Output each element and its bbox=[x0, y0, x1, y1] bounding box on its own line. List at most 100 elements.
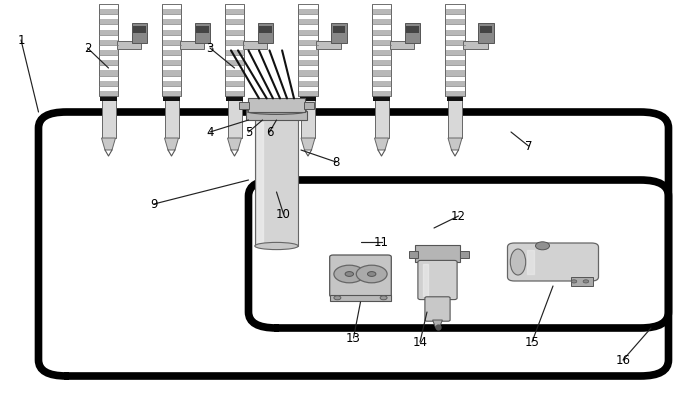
Bar bbox=[445, 9, 465, 14]
FancyBboxPatch shape bbox=[508, 243, 598, 281]
FancyBboxPatch shape bbox=[330, 255, 391, 297]
Bar bbox=[298, 9, 318, 14]
Bar bbox=[330, 295, 391, 301]
Bar bbox=[180, 41, 204, 49]
Polygon shape bbox=[164, 138, 178, 150]
Bar bbox=[298, 30, 318, 35]
Text: 14: 14 bbox=[412, 336, 428, 348]
Bar bbox=[332, 26, 345, 33]
Circle shape bbox=[571, 280, 577, 283]
Polygon shape bbox=[374, 138, 388, 150]
Bar bbox=[99, 50, 118, 55]
Bar bbox=[374, 96, 388, 138]
Bar bbox=[480, 26, 492, 33]
Bar bbox=[99, 40, 118, 45]
Bar bbox=[406, 26, 419, 33]
Text: 1: 1 bbox=[18, 34, 24, 46]
Circle shape bbox=[380, 296, 387, 300]
Bar bbox=[372, 19, 391, 24]
Bar bbox=[298, 70, 318, 76]
Bar bbox=[225, 40, 244, 45]
Bar bbox=[298, 4, 318, 96]
Circle shape bbox=[356, 265, 387, 283]
Circle shape bbox=[345, 272, 354, 276]
Bar bbox=[304, 102, 314, 109]
Bar bbox=[445, 91, 465, 96]
Bar bbox=[162, 70, 181, 76]
Bar bbox=[372, 50, 391, 55]
Bar bbox=[445, 50, 465, 55]
Bar bbox=[99, 9, 118, 14]
Bar bbox=[133, 26, 146, 33]
Bar bbox=[331, 22, 346, 42]
Text: 2: 2 bbox=[84, 42, 91, 54]
Polygon shape bbox=[433, 320, 442, 327]
Bar bbox=[445, 60, 465, 65]
Circle shape bbox=[368, 272, 376, 276]
Bar bbox=[405, 22, 420, 42]
Bar bbox=[447, 96, 463, 101]
Bar bbox=[246, 111, 307, 120]
Bar bbox=[117, 41, 141, 49]
Bar bbox=[162, 19, 181, 24]
Polygon shape bbox=[448, 138, 462, 150]
Bar bbox=[372, 30, 391, 35]
Bar bbox=[445, 40, 465, 45]
Bar bbox=[132, 22, 147, 42]
Bar bbox=[316, 41, 341, 49]
Bar bbox=[373, 96, 390, 101]
Bar bbox=[298, 40, 318, 45]
Text: 8: 8 bbox=[332, 156, 340, 168]
Bar bbox=[195, 22, 210, 42]
Bar bbox=[414, 245, 461, 262]
Bar bbox=[162, 81, 181, 86]
Text: 9: 9 bbox=[150, 198, 158, 210]
Bar bbox=[445, 19, 465, 24]
Bar bbox=[258, 22, 273, 42]
Bar bbox=[102, 96, 116, 138]
Ellipse shape bbox=[246, 108, 307, 114]
Bar bbox=[162, 30, 181, 35]
Text: 6: 6 bbox=[266, 126, 273, 138]
Bar bbox=[409, 250, 418, 258]
Bar bbox=[225, 60, 244, 65]
Bar bbox=[99, 81, 118, 86]
Bar bbox=[239, 102, 249, 109]
Ellipse shape bbox=[255, 242, 298, 250]
Bar bbox=[99, 60, 118, 65]
Bar bbox=[372, 40, 391, 45]
Text: 4: 4 bbox=[206, 126, 214, 138]
Bar bbox=[196, 26, 209, 33]
Text: 13: 13 bbox=[346, 332, 361, 344]
Bar bbox=[298, 91, 318, 96]
Polygon shape bbox=[301, 138, 315, 150]
Bar bbox=[225, 19, 244, 24]
Circle shape bbox=[536, 242, 550, 250]
Circle shape bbox=[334, 296, 341, 300]
Bar bbox=[162, 4, 181, 96]
Bar bbox=[298, 50, 318, 55]
Bar bbox=[300, 96, 316, 101]
Bar bbox=[162, 9, 181, 14]
Bar bbox=[162, 40, 181, 45]
Bar bbox=[225, 70, 244, 76]
Bar bbox=[448, 96, 462, 138]
Text: 3: 3 bbox=[206, 42, 214, 54]
Text: 7: 7 bbox=[525, 140, 532, 152]
Bar bbox=[445, 70, 465, 76]
Bar bbox=[463, 41, 488, 49]
Bar bbox=[228, 96, 241, 138]
Bar bbox=[298, 19, 318, 24]
Bar bbox=[461, 250, 469, 258]
Bar bbox=[372, 70, 391, 76]
Text: 15: 15 bbox=[524, 336, 540, 348]
Bar bbox=[226, 96, 243, 101]
Bar bbox=[243, 41, 267, 49]
Bar bbox=[162, 60, 181, 65]
Bar bbox=[570, 277, 593, 286]
Bar bbox=[225, 91, 244, 96]
Bar bbox=[298, 81, 318, 86]
FancyBboxPatch shape bbox=[418, 260, 457, 300]
Bar bbox=[99, 30, 118, 35]
Bar bbox=[225, 50, 244, 55]
